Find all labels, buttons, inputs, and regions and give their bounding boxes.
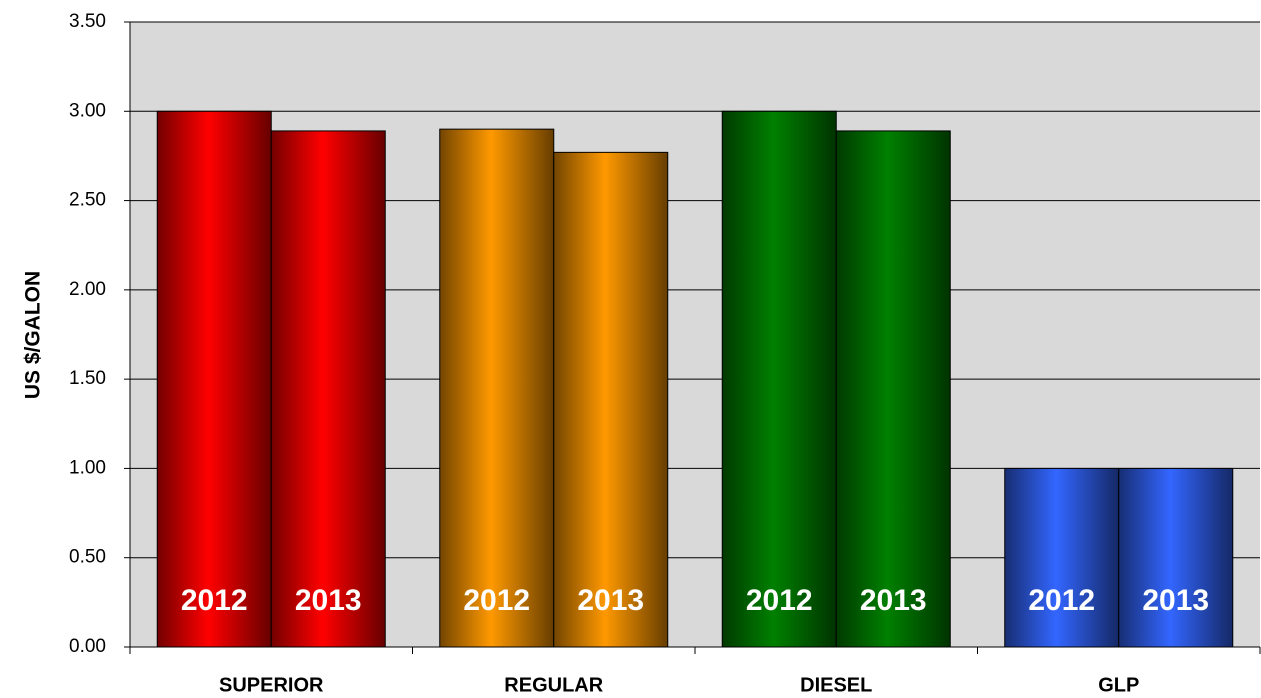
bar-label: 2013 (1142, 584, 1209, 617)
bar-label: 2013 (860, 584, 927, 617)
y-axis-label: US $/GALON (22, 271, 45, 399)
bar-shade (271, 130, 386, 647)
x-tick-label: DIESEL (800, 674, 872, 696)
y-tick-label: 3.50 (69, 11, 106, 32)
y-tick-label: 0.00 (69, 636, 106, 657)
bar-shade (553, 152, 668, 647)
bar-label: 2013 (577, 584, 644, 617)
y-tick-label: 0.50 (69, 547, 106, 568)
y-tick-label: 2.50 (69, 190, 106, 211)
y-tick-label: 3.00 (69, 100, 106, 121)
bar-shade (439, 129, 554, 648)
bar-label: 2012 (746, 584, 813, 617)
bar-shade (1118, 468, 1233, 647)
y-tick-label: 2.00 (69, 279, 106, 300)
x-tick-label: SUPERIOR (219, 674, 324, 696)
bar-label: 2012 (1028, 584, 1095, 617)
y-tick-label: 1.50 (69, 368, 106, 389)
bar-shade (722, 111, 837, 648)
bar-label: 2013 (295, 584, 362, 617)
bar-shade (836, 130, 951, 647)
x-tick-label: REGULAR (504, 674, 603, 696)
bar-shade (157, 111, 272, 648)
bar-shade (1004, 468, 1119, 647)
bar-label: 2012 (463, 584, 530, 617)
y-tick-label: 1.00 (69, 457, 106, 478)
bar-label: 2012 (181, 584, 248, 617)
x-tick-label: GLP (1098, 674, 1139, 696)
